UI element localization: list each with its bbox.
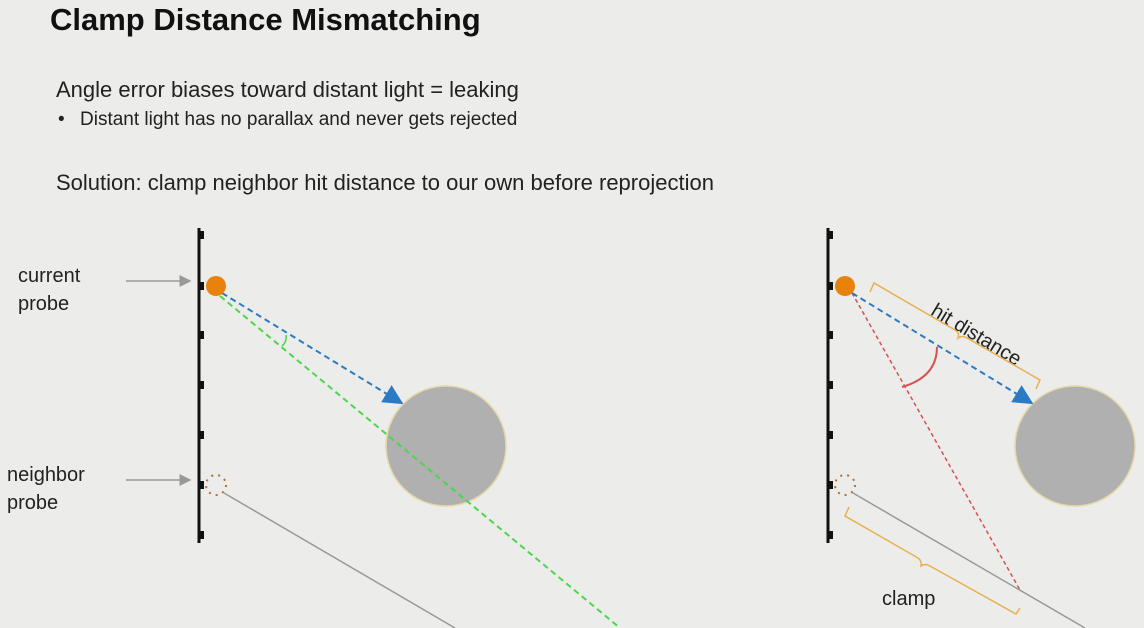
label-line: probe xyxy=(18,293,70,315)
angle-error-arc xyxy=(281,334,287,347)
bullet-icon: • xyxy=(58,109,65,130)
label-line: neighbor xyxy=(7,464,85,486)
probe-ticks xyxy=(199,231,204,539)
clamp-label: clamp xyxy=(882,588,936,610)
neighbor-probe xyxy=(834,474,856,496)
occluder-sphere xyxy=(385,385,507,507)
occluder-sphere xyxy=(1014,385,1136,507)
current-probe xyxy=(835,276,855,296)
probe-ticks xyxy=(828,231,833,539)
left-diagram xyxy=(126,228,621,628)
current-probe xyxy=(206,276,226,296)
hit-ray xyxy=(221,292,404,405)
right-diagram xyxy=(826,228,1136,628)
current-probe-label: current probe xyxy=(18,262,80,318)
statement-text: Angle error biases toward distant light … xyxy=(56,77,519,102)
neighbor-probe xyxy=(205,474,227,496)
neighbor-ray xyxy=(223,492,456,628)
slide-title: Clamp Distance Mismatching xyxy=(50,2,481,37)
bullet-item: • Distant light has no parallax and never… xyxy=(58,109,517,131)
neighbor-ray-reprojected xyxy=(219,295,621,628)
neighbor-probe-label: neighbor probe xyxy=(7,461,85,517)
clamped-ray xyxy=(851,292,1021,591)
neighbor-ray xyxy=(852,492,1086,628)
hit-distance-bracket xyxy=(869,281,1041,390)
bullet-text: Distant light has no parallax and never … xyxy=(80,109,518,130)
label-line: current xyxy=(18,265,81,287)
angle-arc xyxy=(901,346,938,388)
hit-ray xyxy=(851,292,1034,405)
clamp-bracket xyxy=(844,506,1021,615)
solution-text: Solution: clamp neighbor hit distance to… xyxy=(56,170,714,195)
label-line: probe xyxy=(7,492,59,514)
